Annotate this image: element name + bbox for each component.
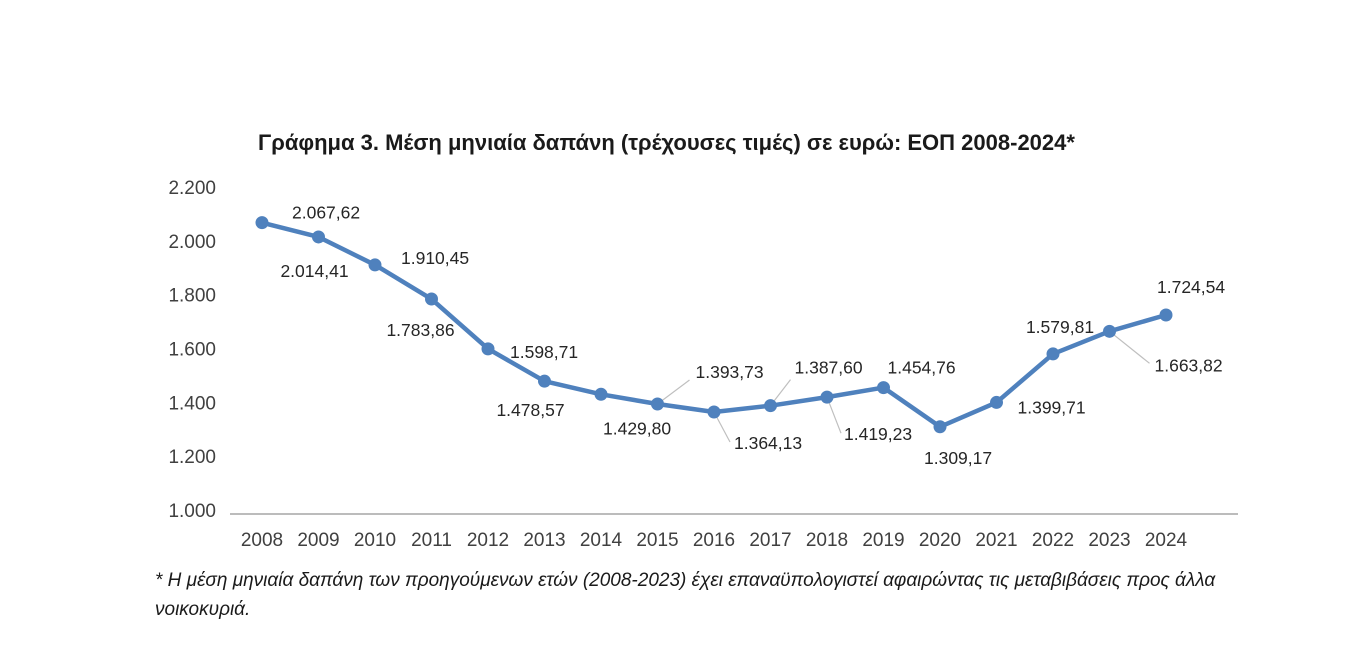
- x-axis-label: 2012: [467, 530, 509, 551]
- data-label: 1.579,81: [1026, 317, 1094, 337]
- x-axis-label: 2009: [297, 530, 339, 551]
- x-axis-label: 2010: [354, 530, 396, 551]
- x-axis-label: 2020: [919, 530, 961, 551]
- data-label: 1.309,17: [924, 448, 992, 468]
- x-axis-label: 2008: [241, 530, 283, 551]
- data-point: [481, 342, 495, 356]
- y-axis-label: 1.600: [168, 340, 216, 361]
- data-label: 1.387,60: [795, 358, 863, 378]
- y-axis-label: 1.400: [168, 393, 216, 414]
- data-point: [255, 216, 269, 230]
- data-point: [651, 397, 664, 411]
- x-axis-label: 2016: [693, 530, 735, 551]
- x-axis-label: 2021: [975, 530, 1017, 551]
- x-axis-label: 2024: [1145, 530, 1188, 551]
- data-point: [1103, 324, 1116, 338]
- data-label: 1.364,13: [734, 433, 802, 453]
- x-axis-label: 2023: [1088, 530, 1130, 551]
- data-label: 1.910,45: [401, 248, 469, 268]
- data-label: 1.724,54: [1157, 277, 1225, 297]
- data-label: 1.454,76: [888, 358, 956, 378]
- y-axis-label: 1.200: [168, 447, 216, 468]
- data-point: [368, 258, 382, 272]
- data-label: 1.783,86: [386, 320, 454, 340]
- x-axis-label: 2015: [636, 530, 678, 551]
- data-point: [1159, 308, 1173, 322]
- data-label: 1.598,71: [510, 342, 578, 362]
- data-point: [1046, 347, 1060, 361]
- y-axis-label: 2.200: [168, 178, 216, 199]
- x-axis-label: 2019: [862, 530, 904, 551]
- chart-footnote: * Η μέση μηνιαία δαπάνη των προηγούμενων…: [155, 570, 1216, 621]
- x-axis-label: 2014: [580, 530, 623, 551]
- data-point: [764, 399, 777, 413]
- data-point: [594, 387, 608, 401]
- data-point: [990, 395, 1003, 409]
- x-axis-label: 2011: [411, 530, 452, 551]
- data-label: 1.399,71: [1018, 397, 1086, 417]
- data-label: 1.663,82: [1155, 355, 1223, 375]
- data-point: [707, 405, 721, 419]
- leader-line: [657, 379, 690, 405]
- data-point: [933, 420, 947, 434]
- x-axis-label: 2017: [749, 530, 791, 551]
- data-label: 1.419,23: [844, 424, 912, 444]
- data-label: 2.067,62: [292, 203, 360, 223]
- leader-line: [1109, 330, 1150, 364]
- y-axis-label: 1.000: [168, 501, 216, 522]
- x-axis-label: 2022: [1032, 530, 1074, 551]
- data-point: [820, 390, 834, 404]
- x-axis-label: 2018: [806, 530, 848, 551]
- data-point: [538, 374, 551, 388]
- y-axis-label: 1.800: [168, 286, 216, 307]
- data-label: 1.478,57: [496, 400, 564, 420]
- data-label: 2.014,41: [280, 261, 348, 281]
- data-point: [425, 292, 438, 306]
- data-label: 1.429,80: [603, 418, 671, 438]
- data-point: [312, 230, 325, 244]
- x-axis-label: 2013: [523, 530, 565, 551]
- chart-title: Γράφημα 3. Μέση μηνιαία δαπάνη (τρέχουσε…: [258, 130, 1075, 155]
- data-label: 1.393,73: [696, 362, 764, 382]
- data-point: [877, 381, 890, 395]
- y-axis-label: 2.000: [168, 232, 216, 253]
